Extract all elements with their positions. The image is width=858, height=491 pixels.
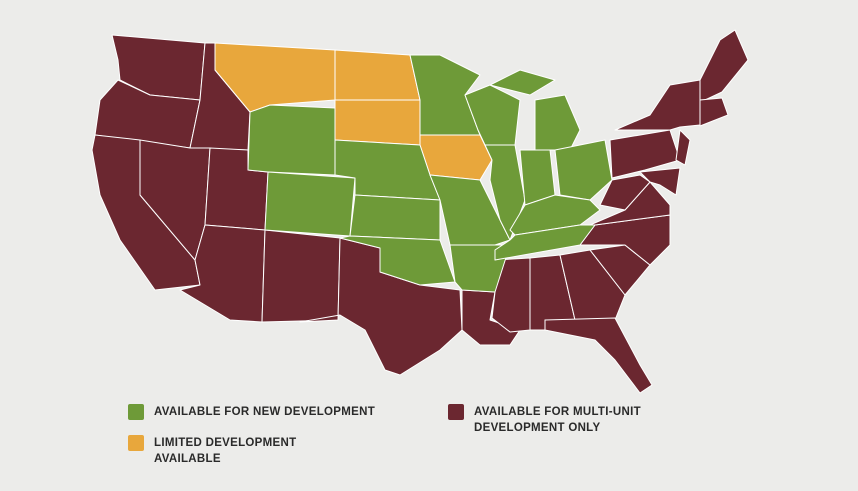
state — [419, 134, 493, 181]
states — [91, 29, 749, 394]
state — [334, 49, 421, 101]
state — [334, 99, 421, 146]
legend-swatch — [448, 404, 464, 420]
legend-label: AVAILABLE — [154, 453, 221, 465]
legend-label: AVAILABLE FOR NEW DEVELOPMENT — [154, 406, 375, 418]
legend-swatch — [128, 404, 144, 420]
legend-label: LIMITED DEVELOPMENT — [154, 437, 296, 449]
state — [609, 129, 681, 179]
state — [599, 174, 651, 211]
legend-label: AVAILABLE FOR MULTI-UNIT — [474, 406, 641, 418]
state — [559, 249, 626, 321]
state — [639, 167, 681, 196]
legend-label: DEVELOPMENT ONLY — [474, 422, 600, 434]
legend-swatch — [128, 435, 144, 451]
state — [261, 229, 341, 323]
state — [247, 104, 336, 176]
state — [429, 174, 511, 246]
state — [264, 171, 356, 237]
legend: AVAILABLE FOR NEW DEVELOPMENT LIMITED DEV… — [128, 404, 641, 465]
state — [494, 224, 596, 261]
state — [349, 194, 441, 241]
state — [534, 94, 581, 151]
state — [675, 129, 691, 166]
state — [484, 144, 526, 241]
state — [489, 69, 556, 96]
state — [544, 317, 653, 394]
state — [339, 235, 456, 286]
state — [554, 139, 613, 201]
state — [699, 97, 729, 127]
